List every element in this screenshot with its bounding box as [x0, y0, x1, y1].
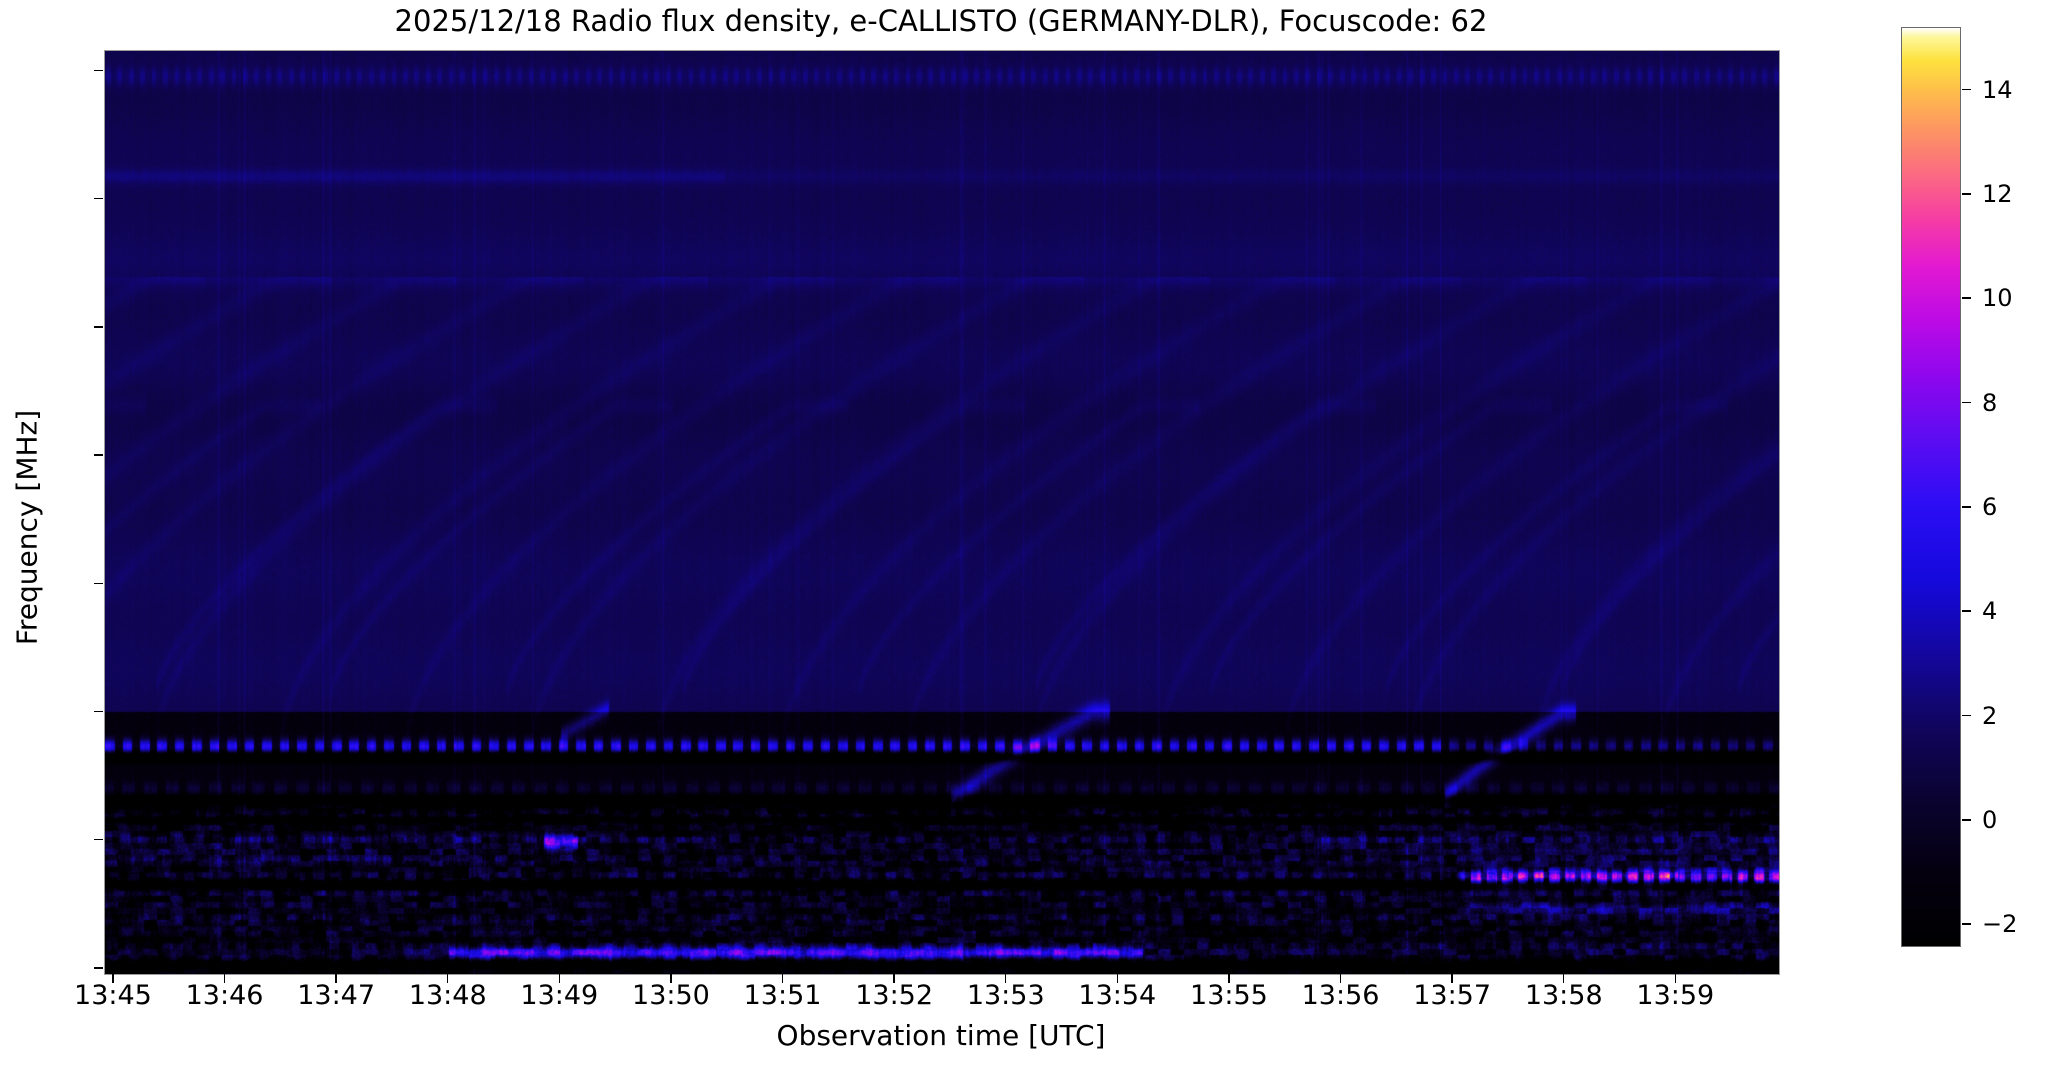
x-tick-mark	[1451, 974, 1453, 983]
colorbar-tick-mark	[1962, 506, 1971, 508]
x-tick-label: 13:58	[1524, 980, 1603, 1011]
colorbar-tick-mark	[1962, 819, 1971, 821]
colorbar-gradient	[1902, 28, 1960, 946]
x-tick-mark	[1674, 974, 1677, 983]
spectrogram-plot-area	[104, 50, 1780, 975]
x-tick-label: 13:52	[855, 980, 934, 1011]
x-tick-mark	[112, 974, 114, 983]
x-tick-label: 13:56	[1301, 980, 1380, 1011]
y-tick-mark	[94, 454, 103, 456]
colorbar-tick-label: 8	[1982, 388, 1998, 417]
colorbar-tick-mark	[1962, 610, 1971, 612]
colorbar-tick-label: 14	[1982, 75, 2013, 104]
y-tick-mark	[94, 967, 103, 969]
y-tick-mark	[94, 582, 103, 585]
y-tick-mark	[94, 838, 103, 841]
colorbar-tick-label: 10	[1982, 284, 2013, 313]
x-tick-label: 13:50	[632, 980, 710, 1011]
x-tick-label: 13:45	[74, 980, 152, 1011]
x-tick-label: 13:48	[408, 980, 487, 1011]
x-tick-mark	[1004, 974, 1007, 983]
colorbar-tick-mark	[1962, 297, 1971, 299]
y-tick-mark	[94, 69, 103, 72]
x-tick-mark	[558, 974, 561, 983]
y-tick-mark	[94, 197, 103, 200]
x-tick-label: 13:49	[520, 980, 599, 1011]
x-tick-label: 13:54	[1078, 980, 1157, 1011]
colorbar-tick-label: 4	[1982, 597, 1998, 626]
x-tick-mark	[446, 974, 449, 983]
colorbar-tick-mark	[1962, 714, 1971, 717]
x-tick-label: 13:46	[185, 980, 264, 1011]
x-tick-mark	[1116, 974, 1119, 983]
x-tick-mark	[223, 974, 226, 983]
colorbar-tick-label: 12	[1982, 179, 2013, 208]
colorbar-tick-mark	[1962, 88, 1971, 91]
y-axis-label: Frequency [MHz]	[10, 409, 44, 646]
colorbar-tick-mark	[1962, 401, 1971, 404]
x-tick-mark	[893, 974, 895, 983]
y-tick-mark	[94, 326, 103, 328]
x-axis-label: Observation time [UTC]	[776, 1019, 1106, 1052]
x-tick-mark	[335, 974, 337, 983]
x-tick-label: 13:51	[743, 980, 822, 1011]
x-tick-mark	[1339, 974, 1342, 983]
x-tick-label: 13:53	[966, 980, 1045, 1011]
colorbar	[1901, 27, 1961, 947]
x-tick-mark	[1562, 974, 1565, 983]
y-tick-mark	[94, 710, 103, 713]
chart-title: 2025/12/18 Radio flux density, e-CALLIST…	[394, 4, 1488, 38]
x-tick-label: 13:47	[297, 980, 376, 1011]
x-tick-label: 13:59	[1636, 980, 1715, 1011]
colorbar-tick-mark	[1962, 923, 1971, 925]
colorbar-tick-label: 6	[1982, 492, 1998, 521]
colorbar-tick-label: 0	[1982, 805, 1998, 834]
x-tick-mark	[1228, 974, 1230, 983]
colorbar-tick-mark	[1962, 193, 1971, 195]
x-tick-label: 13:55	[1190, 980, 1268, 1011]
colorbar-tick-label: 2	[1982, 701, 1998, 730]
x-tick-mark	[781, 974, 784, 983]
colorbar-tick-label: −2	[1982, 910, 2018, 939]
spectrogram-image	[105, 51, 1779, 974]
x-tick-mark	[670, 974, 672, 983]
x-tick-label: 13:57	[1413, 980, 1492, 1011]
